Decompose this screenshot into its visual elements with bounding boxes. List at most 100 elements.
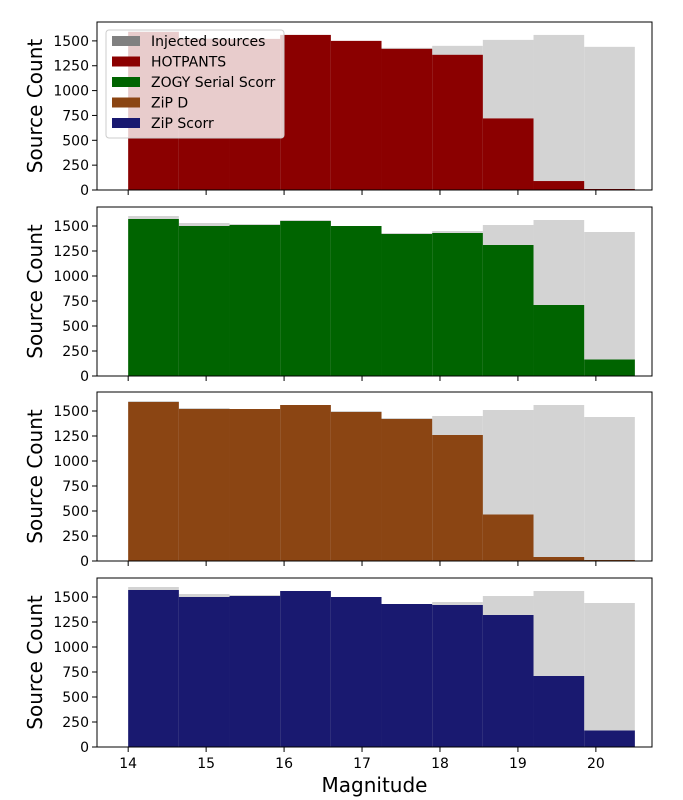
recovered-bar <box>432 435 483 561</box>
y-tick-label: 1000 <box>53 84 89 100</box>
panel-zip-scorr: 0 250 500 750 1000 1250 1500 14 15 16 17 18 19 20 Sour… <box>23 577 653 772</box>
legend-swatch <box>112 97 140 108</box>
recovered-bar <box>381 419 433 561</box>
y-tick-label: 1250 <box>53 615 89 631</box>
y-axis-label: Source Count <box>23 595 47 730</box>
y-tick-label: 1500 <box>53 219 89 235</box>
recovered-bar <box>381 48 433 190</box>
x-axis-label: Magnitude <box>322 773 428 797</box>
y-tick-label: 1000 <box>53 454 89 470</box>
recovered-bar <box>482 514 534 561</box>
recovered-bar <box>178 226 230 376</box>
recovered-bar <box>533 557 585 561</box>
recovered-bar <box>584 359 635 376</box>
injected-bar <box>584 417 635 561</box>
recovered-bar <box>330 40 382 190</box>
recovered-bar <box>178 409 230 561</box>
legend-entry: Injected sources <box>151 34 265 50</box>
recovered-bar <box>482 615 534 747</box>
y-axis-label: Source Count <box>23 39 47 174</box>
axes-frame <box>96 21 653 191</box>
y-tick-label: 1250 <box>53 429 89 445</box>
x-tick-label: 20 <box>587 756 605 772</box>
recovered-bar <box>482 245 534 376</box>
y-tick-label: 0 <box>80 369 89 385</box>
y-tick-label: 1500 <box>53 34 89 50</box>
recovered-bar <box>280 591 331 747</box>
recovered-bar <box>432 605 483 747</box>
y-tick-label: 250 <box>62 529 89 545</box>
y-tick-label: 500 <box>62 133 89 149</box>
recovered-bar <box>432 54 483 190</box>
legend-swatch <box>112 56 140 67</box>
injected-bar <box>533 405 585 561</box>
y-tick-label: 250 <box>62 344 89 360</box>
recovered-bar <box>178 597 230 747</box>
recovered-bar <box>229 409 281 561</box>
recovered-bar <box>229 596 281 747</box>
y-tick-label: 1250 <box>53 59 89 75</box>
y-tick-label: 1500 <box>53 404 89 420</box>
injected-bar <box>584 232 635 376</box>
y-tick-label: 0 <box>80 554 89 570</box>
x-tick-label: 16 <box>275 756 293 772</box>
recovered-bar <box>128 219 179 376</box>
legend-entry: ZiP Scorr <box>151 116 214 132</box>
recovered-bar <box>128 590 179 747</box>
panel-zogy-serial-scorr: 0 250 500 750 1000 1250 1500 Source Count <box>23 206 653 385</box>
recovered-bar <box>330 226 382 376</box>
y-tick-label: 250 <box>62 158 89 174</box>
recovered-bar <box>381 234 433 376</box>
recovered-bar <box>381 604 433 747</box>
recovered-bar <box>432 233 483 376</box>
y-tick-label: 1000 <box>53 269 89 285</box>
legend-entry: ZOGY Serial Scorr <box>151 75 275 91</box>
x-tick-label: 19 <box>509 756 527 772</box>
y-tick-label: 750 <box>62 479 89 495</box>
x-tick-label: 18 <box>431 756 449 772</box>
x-tick-label: 14 <box>119 756 137 772</box>
y-tick-label: 1500 <box>53 590 89 606</box>
recovered-bar <box>533 676 585 747</box>
legend-swatch <box>112 118 140 128</box>
legend-swatch <box>112 36 140 46</box>
y-tick-label: 1250 <box>53 244 89 260</box>
injected-bar <box>533 34 585 190</box>
y-tick-label: 0 <box>80 740 89 756</box>
legend-entry: HOTPANTS <box>151 55 226 71</box>
legend-entry: ZiP D <box>151 96 188 112</box>
recovered-bar <box>280 221 331 376</box>
axes-frame <box>96 206 653 377</box>
y-tick-label: 750 <box>62 294 89 310</box>
y-tick-label: 1000 <box>53 640 89 656</box>
recovered-bar <box>229 225 281 376</box>
legend-swatch <box>112 77 140 87</box>
recovered-bar <box>482 118 534 190</box>
recovered-bar <box>330 597 382 747</box>
x-tick-label: 15 <box>197 756 215 772</box>
recovered-bar <box>280 405 331 561</box>
recovered-bar <box>330 412 382 561</box>
x-tick-label: 17 <box>353 756 371 772</box>
legend: Injected sources HOTPANTS ZOGY Serial Scor… <box>105 29 285 139</box>
y-tick-label: 500 <box>62 319 89 335</box>
legend-box <box>105 29 285 139</box>
recovered-bar <box>533 305 585 376</box>
y-axis-label: Source Count <box>23 409 47 544</box>
recovered-bar <box>533 181 585 190</box>
recovered-bar <box>280 34 331 190</box>
y-tick-label: 250 <box>62 715 89 731</box>
y-tick-label: 500 <box>62 504 89 520</box>
injected-bar <box>584 46 635 191</box>
y-tick-label: 0 <box>80 183 89 199</box>
y-tick-label: 500 <box>62 690 89 706</box>
y-tick-label: 750 <box>62 108 89 124</box>
y-axis-label: Source Count <box>23 224 47 359</box>
axes-frame <box>96 577 653 748</box>
y-tick-label: 750 <box>62 665 89 681</box>
panel-zip-d: 0 250 500 750 1000 1250 1500 Source Count <box>23 391 653 570</box>
recovered-bar <box>128 402 179 561</box>
injected-bar <box>584 603 635 747</box>
axes-frame <box>96 391 653 562</box>
